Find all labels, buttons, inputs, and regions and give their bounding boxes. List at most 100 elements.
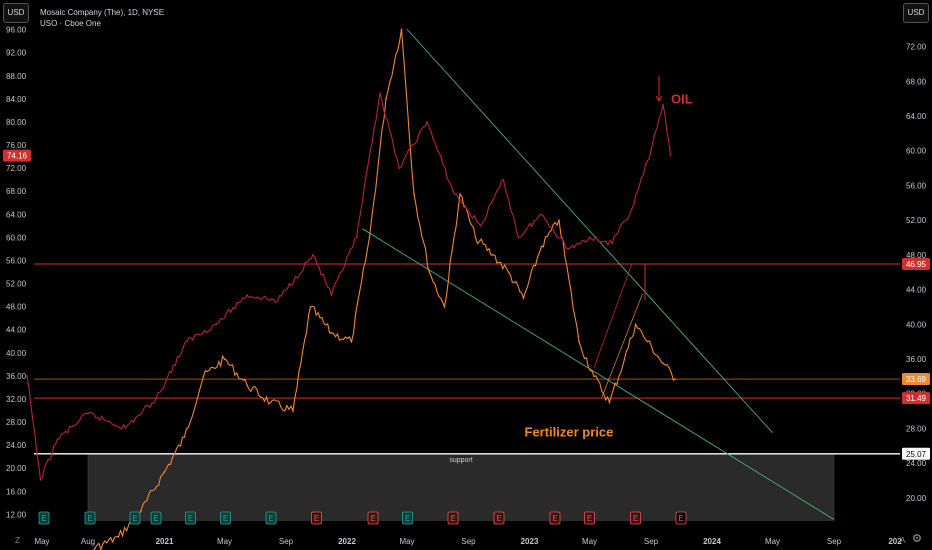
x-axis-tick: 2021 bbox=[156, 537, 174, 546]
earnings-marker bbox=[150, 511, 162, 525]
data-point bbox=[634, 323, 637, 326]
x-axis-tick: Aug bbox=[81, 537, 95, 546]
data-point bbox=[507, 271, 510, 274]
right-axis-tick: 52.00 bbox=[906, 216, 927, 225]
channel-line-upper bbox=[593, 263, 633, 368]
data-point bbox=[459, 193, 461, 195]
left-axis-tick: 76.00 bbox=[6, 141, 27, 150]
data-point bbox=[350, 340, 353, 343]
data-point bbox=[674, 378, 677, 380]
x-axis-tick: May bbox=[217, 537, 232, 546]
left-axis-tick: 24.00 bbox=[6, 441, 27, 450]
data-point bbox=[479, 225, 482, 227]
price-tag-label-33.69: 33.69 bbox=[906, 375, 927, 384]
data-point bbox=[540, 213, 543, 216]
earnings-marker-label: E bbox=[314, 514, 319, 523]
data-point bbox=[330, 294, 333, 296]
left-axis-tick: 64.00 bbox=[6, 210, 27, 219]
earnings-marker bbox=[38, 511, 50, 525]
data-point bbox=[246, 294, 248, 296]
support-zone bbox=[87, 453, 835, 521]
left-axis-tick: 52.00 bbox=[6, 280, 27, 289]
left-axis-tick: 92.00 bbox=[6, 49, 27, 58]
left-axis-tick: 28.00 bbox=[6, 418, 27, 427]
earnings-marker bbox=[84, 511, 96, 525]
data-point bbox=[276, 300, 279, 302]
x-axis-tick: 2023 bbox=[521, 537, 539, 546]
earnings-marker-label: E bbox=[370, 514, 375, 523]
data-point bbox=[558, 219, 560, 221]
data-point bbox=[611, 242, 613, 244]
price-tag-label-25.07: 25.07 bbox=[906, 450, 927, 459]
earnings-marker-label: E bbox=[87, 514, 92, 523]
price-tag-25.07 bbox=[902, 447, 930, 460]
earnings-marker-label: E bbox=[587, 514, 592, 523]
earnings-marker bbox=[493, 511, 505, 525]
data-point bbox=[452, 190, 454, 192]
x-axis-tick: May bbox=[34, 537, 49, 546]
price-tag-label-74.16: 74.16 bbox=[7, 152, 28, 161]
timezone-z-icon[interactable]: Z bbox=[15, 536, 20, 545]
data-point bbox=[540, 245, 543, 247]
auto-scale-icon[interactable]: A bbox=[900, 536, 906, 545]
oil-arrow-head bbox=[655, 95, 663, 102]
compare-symbol: USO · Cboe One bbox=[40, 19, 101, 28]
data-point bbox=[413, 193, 415, 195]
data-point bbox=[492, 254, 494, 256]
earnings-marker-label: E bbox=[496, 514, 501, 523]
left-axis-tick: 40.00 bbox=[6, 349, 27, 358]
data-point bbox=[385, 97, 387, 100]
x-axis-tick: 202 bbox=[888, 537, 902, 546]
data-point bbox=[650, 150, 652, 152]
earnings-marker bbox=[402, 511, 413, 525]
data-point bbox=[608, 401, 611, 404]
left-axis-tick: 12.00 bbox=[6, 510, 27, 519]
data-point bbox=[593, 375, 595, 378]
right-axis-tick: 48.00 bbox=[906, 251, 927, 260]
data-point bbox=[646, 340, 649, 343]
trendline-2 bbox=[362, 228, 835, 520]
left-currency-button[interactable]: USD bbox=[3, 3, 29, 23]
data-point bbox=[155, 398, 157, 400]
earnings-marker-label: E bbox=[223, 514, 228, 523]
data-point bbox=[202, 375, 205, 378]
price-tag-46.95 bbox=[902, 257, 930, 270]
earnings-marker bbox=[584, 511, 595, 525]
x-axis-tick: May bbox=[765, 537, 780, 546]
annotation-oil: OIL bbox=[671, 91, 693, 106]
earnings-marker bbox=[367, 511, 379, 525]
left-axis-tick: 32.00 bbox=[6, 395, 27, 404]
left-axis-tick: 44.00 bbox=[6, 326, 27, 335]
earnings-marker-label: E bbox=[450, 514, 455, 523]
data-point bbox=[246, 384, 248, 386]
series-line-uso bbox=[26, 92, 672, 481]
data-point bbox=[522, 297, 525, 300]
left-axis-tick: 16.00 bbox=[6, 487, 27, 496]
right-currency-button[interactable]: USD bbox=[903, 3, 929, 23]
left-axis-tick: 72.00 bbox=[6, 164, 27, 173]
right-axis-tick: 36.00 bbox=[906, 355, 927, 364]
left-axis-tick: 88.00 bbox=[6, 72, 27, 81]
right-axis-tick: 56.00 bbox=[906, 181, 927, 190]
left-axis-tick: 84.00 bbox=[6, 95, 27, 104]
right-axis-tick: 64.00 bbox=[906, 112, 927, 121]
earnings-marker-label: E bbox=[41, 514, 46, 523]
data-point bbox=[502, 178, 505, 181]
data-point bbox=[56, 438, 59, 441]
earnings-marker-label: E bbox=[188, 514, 193, 523]
earnings-marker bbox=[265, 511, 277, 525]
right-axis-tick: 20.00 bbox=[906, 494, 927, 503]
data-point bbox=[26, 375, 28, 377]
earnings-marker bbox=[549, 511, 561, 525]
data-point bbox=[443, 306, 446, 308]
data-point bbox=[140, 510, 142, 512]
data-point bbox=[623, 358, 626, 360]
settings-gear-icon[interactable] bbox=[912, 533, 922, 543]
x-axis-tick: 2024 bbox=[703, 537, 721, 546]
earnings-marker bbox=[129, 511, 141, 525]
price-tag-31.49 bbox=[902, 392, 930, 405]
right-axis-tick: 72.00 bbox=[906, 43, 927, 52]
left-axis-tick: 48.00 bbox=[6, 303, 27, 312]
earnings-marker bbox=[675, 511, 687, 525]
